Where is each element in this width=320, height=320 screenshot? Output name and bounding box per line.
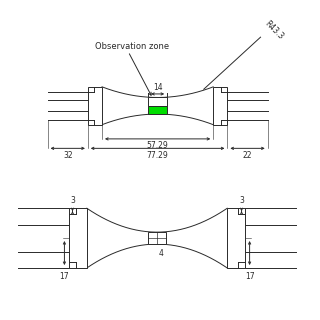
Text: 77.29: 77.29 — [147, 151, 169, 160]
Text: 17: 17 — [60, 272, 69, 282]
Text: 3: 3 — [239, 196, 244, 205]
Text: 4: 4 — [159, 249, 164, 258]
Bar — [213, 87, 228, 125]
Bar — [148, 106, 167, 114]
Text: 32: 32 — [63, 151, 73, 160]
Text: 22: 22 — [243, 151, 252, 160]
Bar — [148, 232, 166, 244]
Text: R43.3: R43.3 — [263, 19, 285, 41]
Text: 57.29: 57.29 — [147, 141, 169, 150]
Bar — [69, 208, 87, 268]
Bar — [227, 208, 245, 268]
Text: Observation zone: Observation zone — [95, 42, 169, 51]
Bar — [88, 87, 102, 125]
Bar — [148, 98, 167, 106]
Text: 17: 17 — [245, 272, 254, 282]
Text: 3: 3 — [70, 196, 75, 205]
Text: 14: 14 — [153, 83, 163, 92]
